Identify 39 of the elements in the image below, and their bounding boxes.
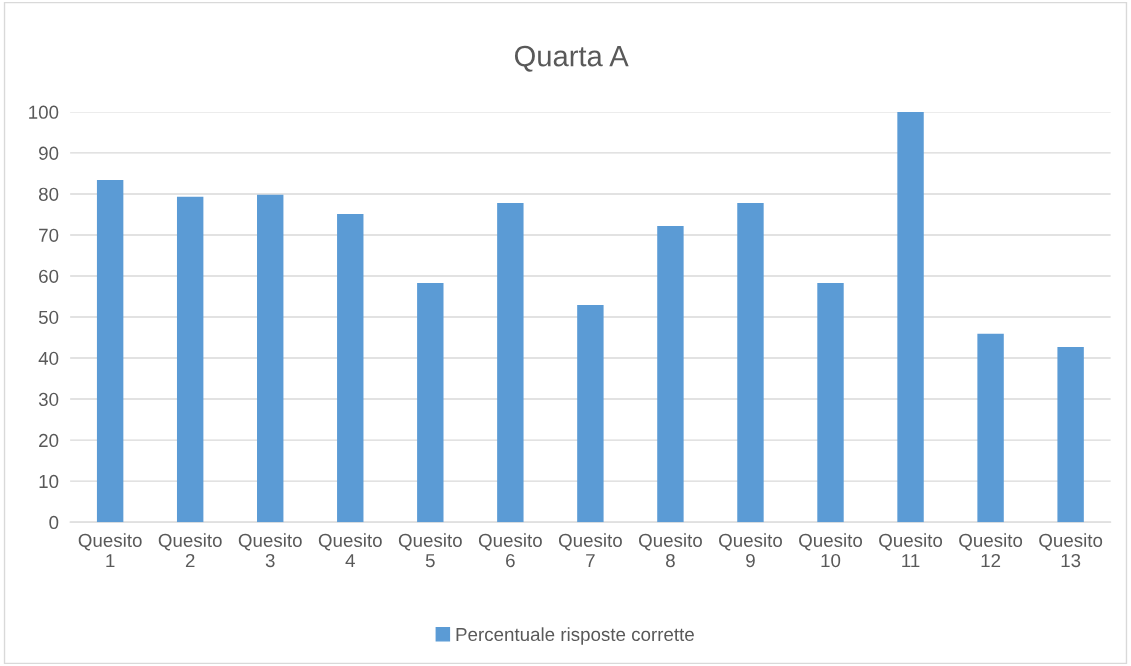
bar [1057,346,1084,523]
y-tick-label: 100 [29,105,59,119]
x-tick-label: Quesito 6 [478,533,542,568]
x-tick-label: Quesito 13 [1039,533,1103,568]
y-tick-label: 50 [38,310,59,324]
bar [897,111,924,523]
y-tick-label: 60 [39,269,59,283]
bar [497,202,524,523]
bar [737,202,764,523]
x-tick-label: Quesito 7 [558,533,622,568]
bar [417,282,444,523]
x-tick-label: Quesito 8 [639,533,702,568]
bar [176,196,204,523]
bar [657,225,684,523]
bar [577,305,604,523]
x-tick-label: Quesito 12 [959,533,1023,568]
x-tick-label: Quesito 1 [78,533,142,568]
x-tick-label: Quesito 11 [879,533,943,568]
x-tick-label: Quesito 3 [238,533,302,568]
x-tick-label: Quesito 2 [158,533,222,568]
bar [977,333,1004,523]
y-tick-label: 20 [39,433,59,448]
y-tick-label: 40 [38,351,59,366]
y-tick-label: 90 [39,146,59,160]
bar [257,194,284,523]
legend-label: Percentuale risposte corrette [456,627,694,645]
y-tick-label: 30 [38,392,59,407]
y-tick-label: 70 [39,228,59,242]
x-tick-label: Quesito 4 [318,533,382,568]
chart-title: Quarta A [514,45,629,72]
y-tick-label: 0 [49,515,59,530]
x-tick-label: Quesito 5 [398,533,462,568]
bar [817,282,844,523]
x-tick-label: Quesito 9 [719,533,782,568]
bar [337,214,364,523]
bar [96,179,124,523]
y-tick-label: 80 [38,187,59,201]
x-tick-label: Quesito 10 [799,533,863,568]
y-tick-label: 10 [39,474,59,489]
